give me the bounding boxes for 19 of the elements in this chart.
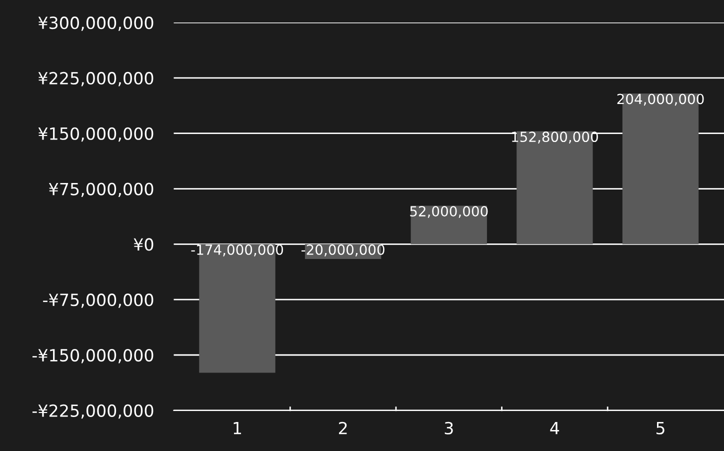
- y-tick-label: ¥225,000,000: [38, 72, 154, 86]
- y-tick-label: ¥150,000,000: [38, 127, 154, 142]
- x-tick-label: 2: [338, 422, 347, 434]
- data-label: -20,000,000: [301, 244, 384, 256]
- data-label: 152,800,000: [512, 132, 598, 144]
- bar: [410, 206, 487, 244]
- x-tick-label: 1: [234, 422, 242, 434]
- y-tick-label: ¥300,000,000: [38, 16, 154, 31]
- data-label: 204,000,000: [617, 94, 704, 106]
- x-tick-label: 5: [656, 422, 664, 434]
- x-tick-label: 3: [444, 422, 453, 434]
- data-label: 52,000,000: [410, 206, 488, 218]
- x-tick-label: 4: [550, 422, 560, 434]
- data-label: -174,000,000: [191, 244, 284, 256]
- y-tick-label: -¥225,000,000: [32, 404, 154, 419]
- y-tick-label: -¥150,000,000: [32, 348, 154, 364]
- y-tick-label: -¥75,000,000: [43, 294, 154, 308]
- y-tick-label: ¥0: [134, 238, 154, 251]
- y-tick-label: ¥75,000,000: [48, 182, 154, 198]
